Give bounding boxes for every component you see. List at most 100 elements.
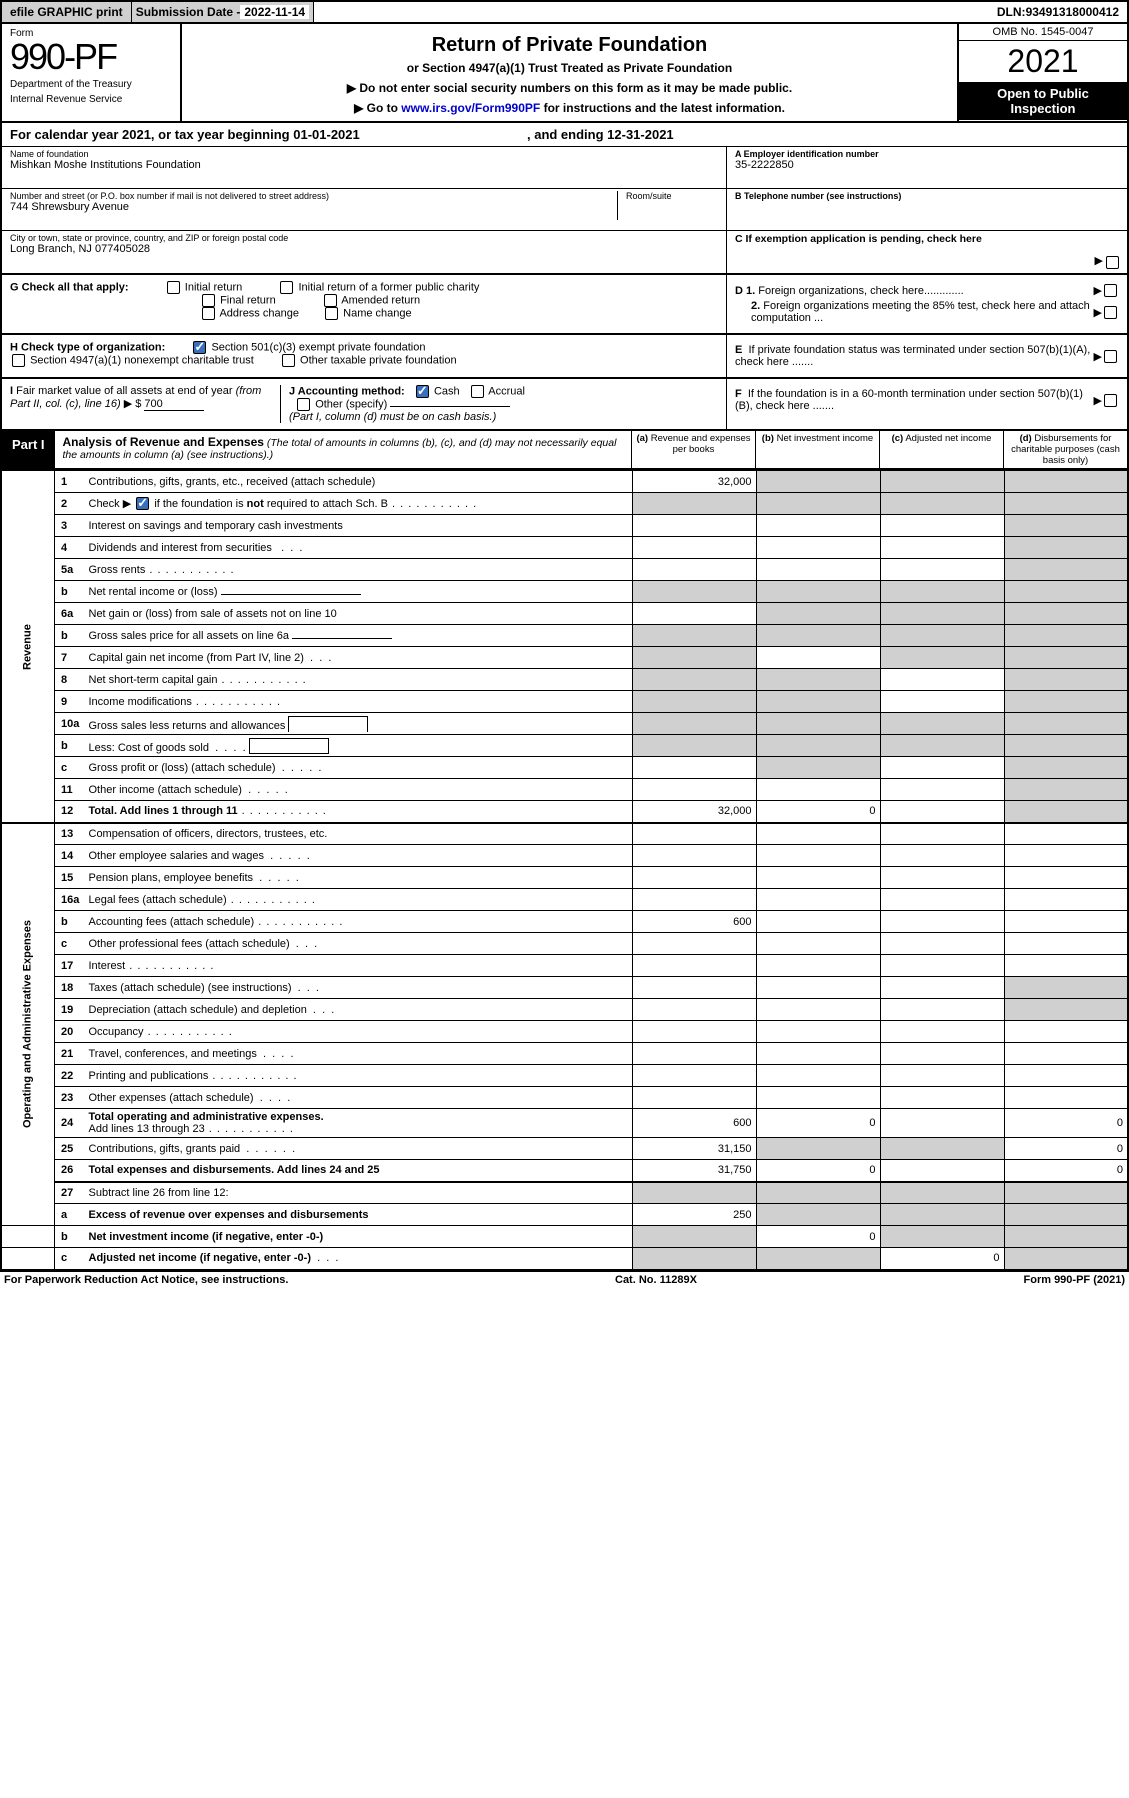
part-1-tag: Part I — [2, 431, 55, 468]
line-12-desc: Total. Add lines 1 through 11 — [85, 801, 633, 823]
line-16c-desc: Other professional fees (attach schedule… — [85, 933, 633, 955]
ein-label: A Employer identification number — [735, 149, 1119, 159]
line-23-desc: Other expenses (attach schedule) . . . . — [85, 1087, 633, 1109]
initial-return-label: Initial return — [185, 281, 242, 293]
name-change-checkbox[interactable] — [325, 307, 338, 320]
form-header: Form 990-PF Department of the Treasury I… — [0, 24, 1129, 123]
line-24-b: 0 — [756, 1109, 880, 1138]
line-21-desc: Travel, conferences, and meetings . . . … — [85, 1043, 633, 1065]
amended-return-label: Amended return — [341, 294, 420, 306]
cash-label: Cash — [434, 385, 460, 397]
open-public: Open to PublicInspection — [959, 82, 1127, 120]
address-change-label: Address change — [219, 307, 299, 319]
cat-no: Cat. No. 11289X — [615, 1274, 697, 1286]
d1-label: Foreign organizations, check here.......… — [758, 285, 963, 297]
line-19-desc: Depreciation (attach schedule) and deple… — [85, 999, 633, 1021]
street-label: Number and street (or P.O. box number if… — [10, 191, 609, 201]
line-26-desc: Total expenses and disbursements. Add li… — [85, 1160, 633, 1182]
d2-checkbox[interactable] — [1104, 306, 1117, 319]
line-17-desc: Interest — [85, 955, 633, 977]
ein-value: 35-2222850 — [735, 159, 1119, 171]
line-27b-b: 0 — [756, 1226, 880, 1248]
initial-return-checkbox[interactable] — [167, 281, 180, 294]
dln: DLN: 93491318000412 — [989, 2, 1127, 22]
form-number: 990-PF — [10, 39, 172, 75]
line-24-desc: Total operating and administrative expen… — [85, 1109, 633, 1138]
top-bar: efile GRAPHIC print Submission Date - 20… — [0, 0, 1129, 24]
address-change-checkbox[interactable] — [202, 307, 215, 320]
foundation-name: Mishkan Moshe Institutions Foundation — [10, 159, 718, 171]
501c3-label: Section 501(c)(3) exempt private foundat… — [211, 341, 425, 353]
line-5b-desc: Net rental income or (loss) — [85, 581, 633, 603]
final-return-label: Final return — [220, 294, 276, 306]
exemption-pending-label: C If exemption application is pending, c… — [735, 233, 982, 245]
expenses-side-label: Operating and Administrative Expenses — [1, 823, 55, 1226]
line-5a-desc: Gross rents — [85, 559, 633, 581]
line-27a-a: 250 — [632, 1204, 756, 1226]
room-label: Room/suite — [626, 191, 718, 201]
j-note: (Part I, column (d) must be on cash basi… — [289, 411, 496, 423]
revenue-side-label: Revenue — [1, 471, 55, 823]
page-footer: For Paperwork Reduction Act Notice, see … — [0, 1271, 1129, 1288]
final-return-checkbox[interactable] — [202, 294, 215, 307]
line-1-desc: Contributions, gifts, grants, etc., rece… — [85, 471, 633, 493]
f-checkbox[interactable] — [1104, 394, 1117, 407]
line-27c-desc: Adjusted net income (if negative, enter … — [85, 1248, 633, 1270]
col-b-header: Net investment income — [777, 433, 874, 444]
name-address-block: Name of foundation Mishkan Moshe Institu… — [0, 146, 1129, 275]
city-label: City or town, state or province, country… — [10, 233, 718, 243]
line-12-a: 32,000 — [632, 801, 756, 823]
other-taxable-label: Other taxable private foundation — [300, 354, 457, 366]
irs-link[interactable]: www.irs.gov/Form990PF — [401, 101, 540, 115]
line-8-desc: Net short-term capital gain — [85, 669, 633, 691]
sch-b-checkbox[interactable] — [136, 497, 149, 510]
efile-print-button[interactable]: efile GRAPHIC print — [2, 2, 132, 22]
line-27a-desc: Excess of revenue over expenses and disb… — [85, 1204, 633, 1226]
form-title: Return of Private Foundation — [188, 34, 951, 57]
accrual-checkbox[interactable] — [471, 385, 484, 398]
line-6b-desc: Gross sales price for all assets on line… — [85, 625, 633, 647]
part-1-title: Analysis of Revenue and Expenses — [63, 435, 264, 449]
line-18-desc: Taxes (attach schedule) (see instruction… — [85, 977, 633, 999]
spacer — [314, 2, 989, 22]
calendar-year-row: For calendar year 2021, or tax year begi… — [0, 123, 1129, 146]
4947-checkbox[interactable] — [12, 354, 25, 367]
telephone-label: B Telephone number (see instructions) — [735, 191, 1119, 201]
line-10c-desc: Gross profit or (loss) (attach schedule)… — [85, 757, 633, 779]
e-checkbox[interactable] — [1104, 350, 1117, 363]
line-26-d: 0 — [1004, 1160, 1128, 1182]
initial-former-checkbox[interactable] — [280, 281, 293, 294]
line-9-desc: Income modifications — [85, 691, 633, 713]
line-27c-c: 0 — [880, 1248, 1004, 1270]
street-value: 744 Shrewsbury Avenue — [10, 201, 609, 213]
line-25-a: 31,150 — [632, 1138, 756, 1160]
d2-label: Foreign organizations meeting the 85% te… — [751, 300, 1090, 324]
line-3-desc: Interest on savings and temporary cash i… — [85, 515, 633, 537]
revenue-expense-table: Revenue 1Contributions, gifts, grants, e… — [0, 470, 1129, 1271]
line-12-b: 0 — [756, 801, 880, 823]
d1-checkbox[interactable] — [1104, 284, 1117, 297]
line-10a-desc: Gross sales less returns and allowances — [85, 713, 633, 735]
line-4-desc: Dividends and interest from securities .… — [85, 537, 633, 559]
paperwork-notice: For Paperwork Reduction Act Notice, see … — [4, 1274, 288, 1286]
submission-date: 2022-11-14 — [240, 5, 309, 19]
part-1-header: Part I Analysis of Revenue and Expenses … — [0, 431, 1129, 470]
city-value: Long Branch, NJ 077405028 — [10, 243, 718, 255]
line-24-d: 0 — [1004, 1109, 1128, 1138]
501c3-checkbox[interactable] — [193, 341, 206, 354]
amended-return-checkbox[interactable] — [324, 294, 337, 307]
line-14-desc: Other employee salaries and wages . . . … — [85, 845, 633, 867]
other-method-checkbox[interactable] — [297, 398, 310, 411]
goto-note: ▶ Go to www.irs.gov/Form990PF for instru… — [188, 101, 951, 115]
exemption-checkbox[interactable] — [1106, 256, 1119, 269]
g-label: G Check all that apply: — [10, 281, 129, 293]
line-20-desc: Occupancy — [85, 1021, 633, 1043]
accrual-label: Accrual — [488, 385, 525, 397]
other-taxable-checkbox[interactable] — [282, 354, 295, 367]
dept-treasury: Department of the Treasury — [10, 79, 172, 90]
line-24-a: 600 — [632, 1109, 756, 1138]
omb-number: OMB No. 1545-0047 — [959, 24, 1127, 41]
j-label: J Accounting method: — [289, 385, 405, 397]
line-26-a: 31,750 — [632, 1160, 756, 1182]
cash-checkbox[interactable] — [416, 385, 429, 398]
